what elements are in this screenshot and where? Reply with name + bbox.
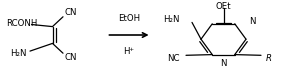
Text: CN: CN <box>64 8 77 17</box>
Text: EtOH: EtOH <box>118 14 140 23</box>
Text: H⁺: H⁺ <box>123 47 135 56</box>
Text: CN: CN <box>64 53 77 62</box>
Text: H₂N: H₂N <box>11 49 27 58</box>
Text: N: N <box>250 17 256 26</box>
Text: R: R <box>266 54 272 63</box>
Text: OEt: OEt <box>216 2 231 11</box>
Text: H₂N: H₂N <box>164 15 180 24</box>
Text: RCONH: RCONH <box>6 19 38 28</box>
Text: NC: NC <box>167 54 180 63</box>
Text: N: N <box>220 59 227 67</box>
